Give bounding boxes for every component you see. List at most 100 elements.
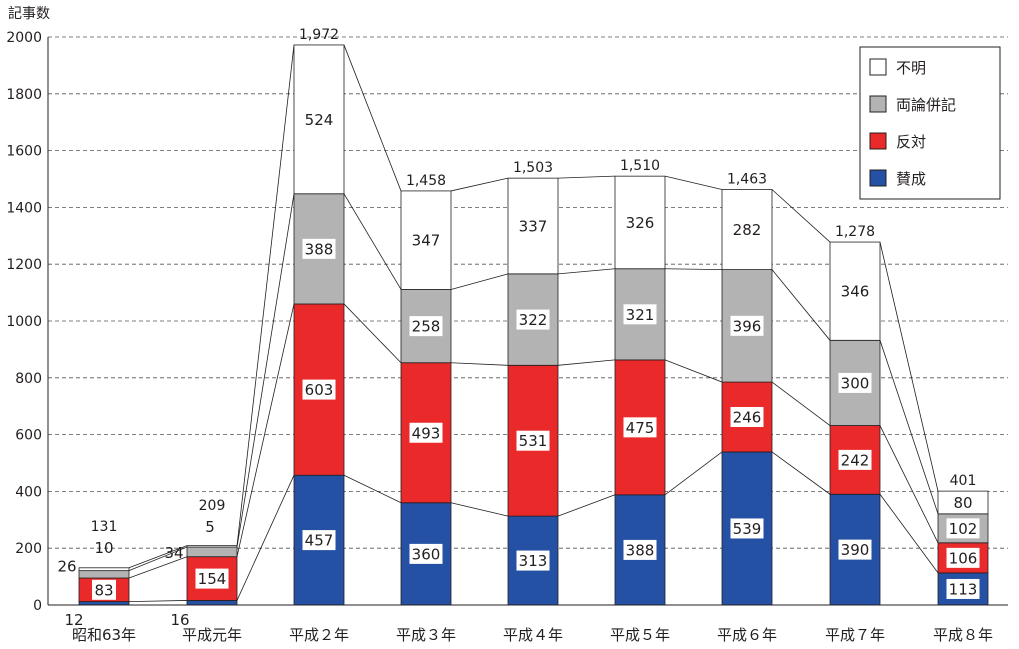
connector-line	[343, 303, 402, 364]
connector-line	[664, 175, 723, 190]
total-label: 401	[950, 473, 977, 489]
data-label: 246	[733, 408, 762, 426]
data-label: 321	[626, 306, 655, 324]
data-label: 83	[94, 581, 113, 599]
axis-layer: 0 200 400 600 800 1000 1200 1400 1600 1800 2000	[6, 30, 1008, 614]
y-axis-label: 記事数	[8, 5, 50, 22]
connector-line	[879, 241, 939, 492]
connector-lines	[128, 44, 939, 602]
data-label: 347	[412, 232, 441, 250]
y-tick-label: 1200	[6, 257, 42, 273]
connector-line	[236, 193, 295, 548]
legend-label: 賛成	[896, 170, 926, 188]
data-label-bg	[730, 406, 764, 427]
data-label: 113	[949, 580, 978, 598]
data-label-bg	[946, 518, 980, 539]
connector-line	[343, 193, 402, 290]
connector-line	[450, 502, 509, 517]
connector-line	[343, 44, 402, 192]
x-tick-label: 平成３年	[396, 626, 456, 644]
data-label: 5	[205, 518, 215, 536]
data-label-bg	[838, 449, 872, 470]
x-tick-label: 平成４年	[503, 626, 563, 644]
data-label: 258	[412, 318, 441, 336]
data-label-bg	[516, 216, 550, 237]
connector-line	[771, 451, 831, 495]
y-tick-label: 2000	[6, 30, 42, 46]
total-label: 1,463	[727, 172, 767, 188]
data-label-bg	[730, 219, 764, 240]
connector-line	[128, 556, 188, 579]
connector-line	[128, 546, 188, 572]
data-label: 360	[412, 545, 441, 563]
data-label: 12	[64, 611, 83, 629]
data-label-bg	[730, 315, 764, 336]
legend-swatch	[869, 132, 887, 150]
data-label: 322	[519, 311, 548, 329]
data-label-bg	[302, 379, 336, 400]
data-label: 390	[841, 541, 870, 559]
y-tick-label: 200	[15, 541, 42, 557]
connector-line	[771, 381, 831, 426]
data-label-bg	[951, 492, 975, 513]
bar-segment	[78, 570, 130, 579]
data-label-bg	[946, 547, 980, 568]
connector-line	[236, 475, 295, 601]
x-tick-label: 平成６年	[717, 626, 777, 644]
data-label: 457	[305, 532, 334, 550]
data-label: 102	[949, 520, 978, 538]
y-tick-label: 1600	[6, 144, 42, 160]
data-label-bg	[838, 539, 872, 560]
y-tick-label: 600	[15, 428, 42, 444]
x-tick-label: 平成８年	[933, 626, 993, 644]
data-label: 313	[519, 552, 548, 570]
connector-line	[771, 189, 831, 243]
data-label-bg	[516, 430, 550, 451]
data-label-bg	[838, 281, 872, 302]
legend-swatch	[869, 58, 887, 76]
total-label: 1,510	[620, 158, 660, 174]
connector-line	[557, 268, 616, 275]
connector-line	[128, 600, 188, 602]
data-label: 326	[626, 214, 655, 232]
data-label: 242	[841, 451, 870, 469]
total-label: 131	[91, 519, 118, 535]
connector-line	[664, 359, 723, 383]
connector-line	[879, 340, 939, 514]
connector-line	[879, 425, 939, 543]
data-label-bg	[195, 568, 229, 589]
data-label: 34	[164, 544, 183, 562]
total-label: 1,503	[513, 160, 553, 176]
connector-line	[450, 362, 509, 366]
x-tick-label: 平成７年	[825, 626, 885, 644]
y-tick-label: 1000	[6, 314, 42, 330]
connector-line	[879, 494, 939, 574]
data-label-bg	[302, 530, 336, 551]
legend-swatch	[869, 95, 887, 113]
x-tick-label: 平成５年	[610, 626, 670, 644]
connector-line	[236, 44, 295, 546]
data-label-bg	[516, 550, 550, 571]
connector-line	[557, 359, 616, 366]
data-label-bg	[623, 539, 657, 560]
x-tick-label: 平成２年	[289, 626, 349, 644]
connector-line	[664, 451, 723, 496]
data-label: 337	[519, 218, 548, 236]
y-tick-label: 1800	[6, 87, 42, 103]
total-label: 1,278	[835, 224, 875, 240]
total-label: 1,458	[406, 173, 446, 189]
data-label: 388	[305, 240, 334, 258]
data-label-bg	[838, 372, 872, 393]
legend-label: 反対	[896, 133, 926, 151]
data-label-bg	[409, 230, 443, 251]
y-tick-label: 1400	[6, 200, 42, 216]
data-label: 539	[733, 520, 762, 538]
data-label: 346	[841, 283, 870, 301]
y-tick-label: 0	[33, 598, 42, 614]
data-label-bg	[623, 212, 657, 233]
legend-label: 両論併記	[896, 96, 956, 114]
data-label-bg	[516, 309, 550, 330]
labels-layer: 昭和63年 平成元年 平成２年 平成３年 平成４年 平成５年 平成６年 平成７年 平成８年 457…	[57, 27, 993, 644]
data-label: 106	[949, 549, 978, 567]
